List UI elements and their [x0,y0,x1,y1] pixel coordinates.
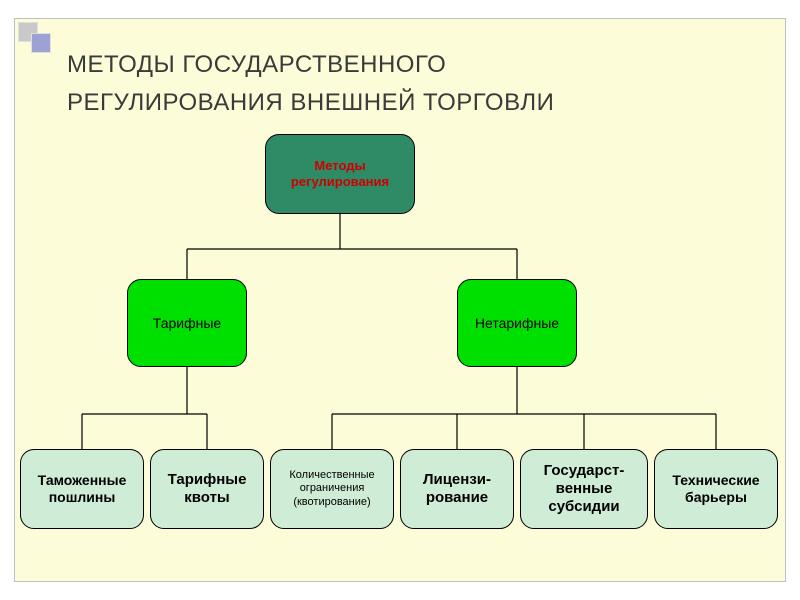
node-leaf-quantitative: Количественные ограничения (квотирование… [270,449,394,529]
slide-title-line1: МЕТОДЫ ГОСУДАРСТВЕННОГО [67,51,446,79]
leaf3-label2: ограничения [300,482,365,494]
node-tariff-label: Тарифные [153,315,221,332]
leaf5-label1: Государст- [544,462,625,479]
node-root-label1: Методы [314,158,365,173]
leaf4-label2: рование [426,489,488,506]
node-leaf-tariff-quotas: Тарифные квоты [150,449,264,529]
slide-canvas: МЕТОДЫ ГОСУДАРСТВЕННОГО РЕГУЛИРОВАНИЯ ВН… [14,18,786,582]
slide-title-line2: РЕГУЛИРОВАНИЯ ВНЕШНЕЙ ТОРГОВЛИ [67,89,554,117]
leaf2-label1: Тарифные [168,471,247,488]
leaf4-label1: Лицензи- [423,471,491,488]
decor-square-blue [31,33,51,53]
leaf5-label2: венные [556,480,613,497]
leaf5-label3: субсидии [548,498,619,515]
leaf6-label1: Технические [672,472,759,488]
leaf1-label2: пошлины [49,489,116,505]
node-nontariff-label: Нетарифные [475,315,559,332]
node-leaf-subsidies: Государст- венные субсидии [520,449,648,529]
leaf1-label1: Таможенные [38,472,127,488]
node-leaf-technical: Технические барьеры [654,449,778,529]
leaf2-label2: квоты [184,489,229,506]
node-tariff: Тарифные [127,279,247,367]
leaf3-label1: Количественные [289,469,374,481]
node-nontariff: Нетарифные [457,279,577,367]
node-leaf-licensing: Лицензи- рование [400,449,514,529]
node-leaf-customs-duties: Таможенные пошлины [20,449,144,529]
node-root: Методы регулирования [265,134,415,214]
leaf6-label2: барьеры [685,489,747,505]
leaf3-label3: (квотирование) [293,496,370,508]
node-root-label2: регулирования [291,174,389,189]
